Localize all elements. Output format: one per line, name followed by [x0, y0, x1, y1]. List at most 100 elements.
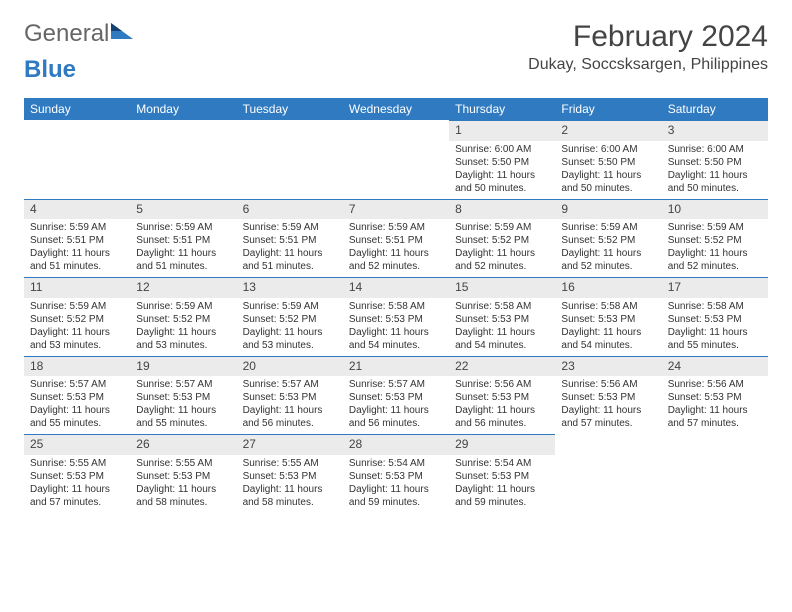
day-number: 19 [130, 356, 236, 377]
weekday-header: Tuesday [237, 98, 343, 120]
day-number: 27 [237, 434, 343, 455]
day-number: 22 [449, 356, 555, 377]
calendar-cell: 27Sunrise: 5:55 AMSunset: 5:53 PMDayligh… [237, 434, 343, 513]
day-content: Sunrise: 5:55 AMSunset: 5:53 PMDaylight:… [237, 455, 343, 513]
sunrise-line: Sunrise: 5:56 AM [455, 378, 549, 391]
sunset-line: Sunset: 5:53 PM [136, 391, 230, 404]
sunrise-line: Sunrise: 5:58 AM [349, 300, 443, 313]
daylight-line: Daylight: 11 hours and 51 minutes. [136, 247, 230, 273]
sunset-line: Sunset: 5:53 PM [561, 313, 655, 326]
sunset-line: Sunset: 5:52 PM [561, 234, 655, 247]
calendar-cell: 14Sunrise: 5:58 AMSunset: 5:53 PMDayligh… [343, 277, 449, 356]
day-content: Sunrise: 5:59 AMSunset: 5:51 PMDaylight:… [24, 219, 130, 277]
sunrise-line: Sunrise: 5:59 AM [349, 221, 443, 234]
day-number: 6 [237, 199, 343, 220]
sunrise-line: Sunrise: 5:58 AM [668, 300, 762, 313]
sunset-line: Sunset: 5:53 PM [668, 313, 762, 326]
sunrise-line: Sunrise: 5:57 AM [243, 378, 337, 391]
daylight-line: Daylight: 11 hours and 55 minutes. [30, 404, 124, 430]
calendar-cell: 12Sunrise: 5:59 AMSunset: 5:52 PMDayligh… [130, 277, 236, 356]
sunrise-line: Sunrise: 5:59 AM [668, 221, 762, 234]
day-content: Sunrise: 6:00 AMSunset: 5:50 PMDaylight:… [662, 141, 768, 199]
sunrise-line: Sunrise: 5:59 AM [455, 221, 549, 234]
title-location: Dukay, Soccsksargen, Philippines [528, 56, 768, 74]
logo-text-1: General [24, 20, 109, 48]
day-number: 15 [449, 277, 555, 298]
sunset-line: Sunset: 5:53 PM [349, 313, 443, 326]
sunset-line: Sunset: 5:52 PM [668, 234, 762, 247]
sunrise-line: Sunrise: 5:55 AM [243, 457, 337, 470]
sunrise-line: Sunrise: 5:58 AM [561, 300, 655, 313]
daylight-line: Daylight: 11 hours and 53 minutes. [243, 326, 337, 352]
day-content: Sunrise: 5:59 AMSunset: 5:52 PMDaylight:… [555, 219, 661, 277]
calendar-cell: 24Sunrise: 5:56 AMSunset: 5:53 PMDayligh… [662, 356, 768, 435]
day-number-empty [555, 434, 661, 454]
sunrise-line: Sunrise: 5:54 AM [455, 457, 549, 470]
daylight-line: Daylight: 11 hours and 51 minutes. [30, 247, 124, 273]
day-content: Sunrise: 5:57 AMSunset: 5:53 PMDaylight:… [130, 376, 236, 434]
day-number: 18 [24, 356, 130, 377]
day-number: 2 [555, 120, 661, 141]
sunrise-line: Sunrise: 5:55 AM [30, 457, 124, 470]
day-content: Sunrise: 5:59 AMSunset: 5:51 PMDaylight:… [130, 219, 236, 277]
daylight-line: Daylight: 11 hours and 53 minutes. [136, 326, 230, 352]
daylight-line: Daylight: 11 hours and 52 minutes. [561, 247, 655, 273]
sunset-line: Sunset: 5:53 PM [561, 391, 655, 404]
sunrise-line: Sunrise: 5:54 AM [349, 457, 443, 470]
day-content: Sunrise: 5:59 AMSunset: 5:52 PMDaylight:… [130, 298, 236, 356]
day-content: Sunrise: 5:55 AMSunset: 5:53 PMDaylight:… [130, 455, 236, 513]
sunset-line: Sunset: 5:52 PM [136, 313, 230, 326]
day-content: Sunrise: 5:58 AMSunset: 5:53 PMDaylight:… [662, 298, 768, 356]
calendar-cell: 5Sunrise: 5:59 AMSunset: 5:51 PMDaylight… [130, 199, 236, 278]
day-number: 12 [130, 277, 236, 298]
sunset-line: Sunset: 5:51 PM [30, 234, 124, 247]
sunset-line: Sunset: 5:50 PM [455, 156, 549, 169]
calendar-cell: 21Sunrise: 5:57 AMSunset: 5:53 PMDayligh… [343, 356, 449, 435]
day-content: Sunrise: 5:59 AMSunset: 5:51 PMDaylight:… [343, 219, 449, 277]
calendar-row: 4Sunrise: 5:59 AMSunset: 5:51 PMDaylight… [24, 199, 768, 278]
calendar-cell: 17Sunrise: 5:58 AMSunset: 5:53 PMDayligh… [662, 277, 768, 356]
day-content: Sunrise: 5:54 AMSunset: 5:53 PMDaylight:… [343, 455, 449, 513]
calendar-cell [130, 120, 236, 199]
daylight-line: Daylight: 11 hours and 56 minutes. [349, 404, 443, 430]
day-number: 13 [237, 277, 343, 298]
sunset-line: Sunset: 5:53 PM [243, 391, 337, 404]
sunrise-line: Sunrise: 5:56 AM [668, 378, 762, 391]
weekday-header: Wednesday [343, 98, 449, 120]
daylight-line: Daylight: 11 hours and 51 minutes. [243, 247, 337, 273]
sunrise-line: Sunrise: 5:59 AM [136, 300, 230, 313]
calendar-cell: 25Sunrise: 5:55 AMSunset: 5:53 PMDayligh… [24, 434, 130, 513]
sunrise-line: Sunrise: 5:59 AM [30, 221, 124, 234]
day-number: 14 [343, 277, 449, 298]
sunrise-line: Sunrise: 5:56 AM [561, 378, 655, 391]
calendar-row: 1Sunrise: 6:00 AMSunset: 5:50 PMDaylight… [24, 120, 768, 199]
calendar-cell: 8Sunrise: 5:59 AMSunset: 5:52 PMDaylight… [449, 199, 555, 278]
daylight-line: Daylight: 11 hours and 52 minutes. [349, 247, 443, 273]
weekday-header: Thursday [449, 98, 555, 120]
sunrise-line: Sunrise: 5:59 AM [243, 221, 337, 234]
day-number: 21 [343, 356, 449, 377]
weekday-header: Monday [130, 98, 236, 120]
day-content: Sunrise: 5:56 AMSunset: 5:53 PMDaylight:… [555, 376, 661, 434]
logo: General [24, 20, 137, 48]
day-content: Sunrise: 5:57 AMSunset: 5:53 PMDaylight:… [237, 376, 343, 434]
calendar-cell: 16Sunrise: 5:58 AMSunset: 5:53 PMDayligh… [555, 277, 661, 356]
daylight-line: Daylight: 11 hours and 59 minutes. [455, 483, 549, 509]
calendar-table: Sunday Monday Tuesday Wednesday Thursday… [24, 98, 768, 513]
calendar-cell: 7Sunrise: 5:59 AMSunset: 5:51 PMDaylight… [343, 199, 449, 278]
sunset-line: Sunset: 5:53 PM [30, 470, 124, 483]
day-content: Sunrise: 5:59 AMSunset: 5:51 PMDaylight:… [237, 219, 343, 277]
sunset-line: Sunset: 5:52 PM [455, 234, 549, 247]
sunrise-line: Sunrise: 6:00 AM [455, 143, 549, 156]
sunrise-line: Sunrise: 5:57 AM [30, 378, 124, 391]
sunrise-line: Sunrise: 5:59 AM [30, 300, 124, 313]
calendar-cell: 18Sunrise: 5:57 AMSunset: 5:53 PMDayligh… [24, 356, 130, 435]
day-number: 10 [662, 199, 768, 220]
title-month: February 2024 [528, 20, 768, 54]
day-number: 26 [130, 434, 236, 455]
sunset-line: Sunset: 5:53 PM [136, 470, 230, 483]
weekday-header: Sunday [24, 98, 130, 120]
day-content: Sunrise: 5:56 AMSunset: 5:53 PMDaylight:… [449, 376, 555, 434]
sunrise-line: Sunrise: 5:59 AM [136, 221, 230, 234]
day-number: 9 [555, 199, 661, 220]
